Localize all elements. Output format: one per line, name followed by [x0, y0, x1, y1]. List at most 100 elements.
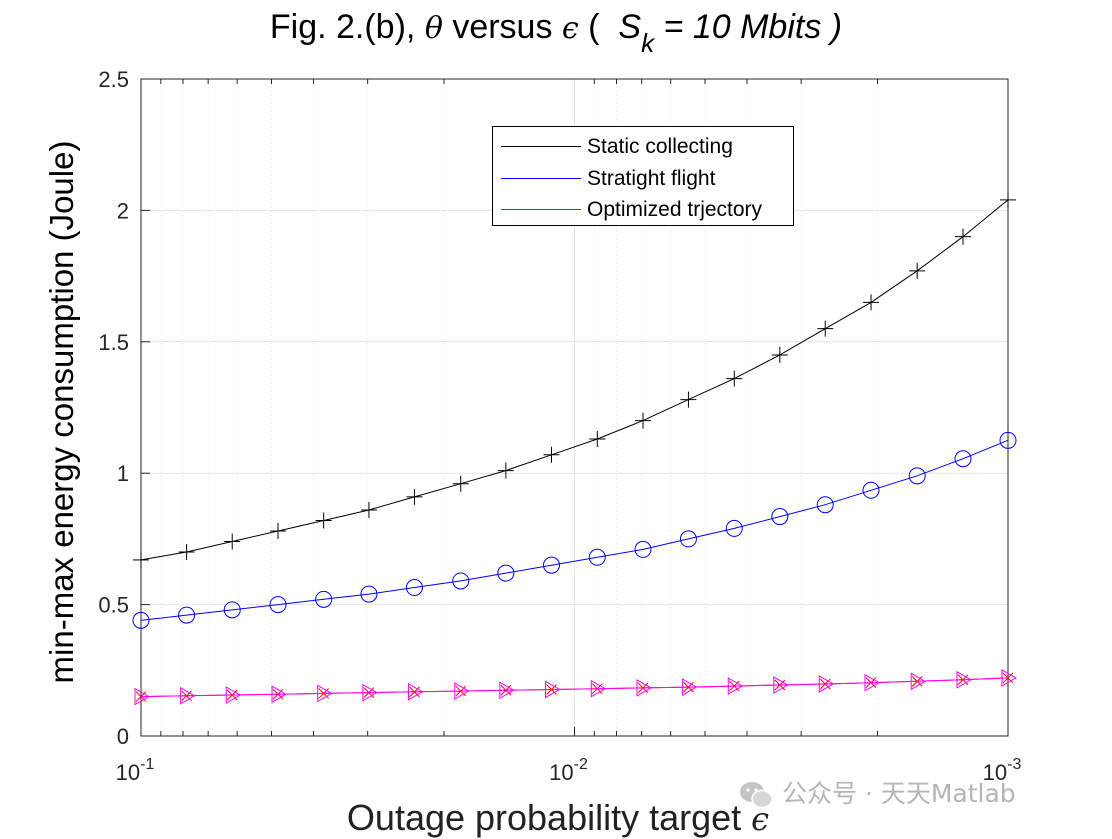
data-point-plus	[817, 320, 834, 337]
data-point-circle	[497, 564, 515, 582]
x-tick-label: 10-1	[116, 756, 155, 785]
data-point-circle	[178, 606, 196, 624]
data-point-triangle	[544, 680, 561, 699]
data-point-circle	[908, 467, 926, 485]
title-versus: versus	[442, 8, 562, 46]
wechat-icon	[740, 782, 773, 809]
data-point-circle	[816, 496, 834, 514]
data-point-plus	[270, 523, 287, 540]
data-point-plus	[543, 446, 560, 463]
data-point-triangle	[681, 678, 698, 696]
data-point-triangle	[636, 679, 653, 697]
data-point-triangle	[407, 682, 424, 701]
data-point-plus	[452, 475, 469, 492]
data-point-plus	[955, 228, 972, 245]
data-point-circle	[725, 519, 743, 537]
series-line	[140, 199, 1009, 561]
data-point-circle	[999, 431, 1017, 449]
legend: Static collecting Stratight flight Optim…	[492, 126, 794, 226]
data-point-plus	[406, 488, 423, 505]
legend-label-straight: Stratight flight	[587, 167, 716, 190]
data-point-plus	[726, 370, 743, 387]
title-rest: = 10 Mbits )	[654, 8, 843, 46]
x-axis-epsilon-symbol: ϵ	[751, 800, 770, 838]
legend-item-straight: Stratight flight	[493, 163, 793, 193]
watermark-text: 公众号 · 天天Matlab	[782, 779, 1016, 808]
x-tick-label: 10-2	[549, 756, 588, 785]
data-point-circle	[452, 572, 470, 590]
data-point-triangle	[1001, 669, 1018, 687]
data-point-triangle	[180, 686, 196, 705]
series	[132, 191, 1018, 706]
x-axis-label-text: Outage probability target	[346, 797, 752, 838]
x-tick-label: 10-3	[983, 756, 1022, 785]
y-tick-label: 2	[117, 198, 129, 223]
y-tick-label: 1	[117, 461, 129, 486]
watermark: 公众号 · 天天Matlab	[738, 774, 1016, 810]
data-point-plus	[224, 533, 241, 550]
data-point-circle	[223, 601, 241, 619]
data-point-triangle	[499, 681, 515, 700]
data-point-triangle	[454, 682, 470, 700]
data-point-plus	[589, 431, 606, 448]
data-point-plus	[133, 551, 149, 568]
data-point-circle	[771, 508, 789, 526]
data-point-circle	[542, 556, 560, 574]
data-point-triangle	[773, 676, 789, 694]
data-point-circle	[679, 530, 697, 548]
data-point-triangle	[317, 684, 333, 703]
legend-label-optimized: Optimized trjectory	[587, 198, 763, 221]
y-tick-label: 1.5	[98, 330, 129, 355]
title-s-symbol: S	[618, 8, 642, 46]
data-point-triangle	[362, 683, 378, 702]
data-point-circle	[634, 540, 652, 558]
series-overlay-triangles	[134, 669, 1018, 706]
data-point-triangle	[818, 675, 835, 693]
data-point-circle	[405, 579, 423, 597]
data-point-triangle	[590, 679, 607, 698]
data-point-triangle	[134, 687, 151, 706]
data-point-plus	[909, 262, 926, 279]
data-point-circle	[588, 548, 606, 566]
legend-label-static: Static collecting	[587, 135, 733, 158]
data-point-plus	[680, 391, 697, 408]
y-tick-label: 2.5	[98, 67, 129, 92]
data-point-plus	[315, 512, 332, 529]
data-point-circle	[862, 481, 880, 499]
title-epsilon-symbol: ϵ	[561, 11, 579, 46]
data-point-triangle	[225, 686, 242, 704]
data-point-plus	[634, 412, 651, 429]
chart-title: Fig. 2.(b), θ versus ϵ ( Sk = 10 Mbits )	[0, 8, 1112, 58]
legend-line-straight	[501, 178, 581, 179]
series-static-collecting	[133, 191, 1016, 568]
title-subscript: k	[641, 27, 655, 58]
y-tick-label: 0	[117, 724, 129, 749]
series-stratight-flight	[132, 431, 1017, 629]
data-point-plus	[360, 501, 377, 518]
data-point-plus	[497, 462, 514, 479]
title-prefix: Fig. 2.(b),	[269, 8, 425, 46]
data-point-triangle	[864, 673, 881, 692]
data-point-triangle	[271, 685, 288, 704]
data-point-plus	[1000, 191, 1016, 208]
data-point-circle	[315, 590, 333, 608]
y-tick-label: 0.5	[98, 593, 129, 618]
data-point-circle	[269, 596, 287, 614]
data-point-circle	[132, 611, 150, 629]
legend-item-static: Static collecting	[493, 131, 793, 161]
title-open-paren: (	[578, 8, 619, 46]
legend-item-optimized: Optimized trjectory	[493, 194, 793, 224]
data-point-plus	[178, 544, 195, 561]
data-point-triangle	[956, 670, 973, 689]
data-point-triangle	[910, 672, 927, 691]
title-theta-symbol: θ	[424, 11, 443, 46]
y-axis-label: min-max energy consumption (Joule)	[43, 140, 80, 684]
data-point-circle	[954, 450, 972, 468]
ticks: 10-1 10-2 10-3 0 0.5 1 1.5 2 2.5	[98, 67, 1021, 785]
data-point-plus	[863, 294, 880, 311]
x-axis-label: Outage probability target ϵ	[347, 797, 769, 839]
data-point-triangle	[727, 677, 744, 695]
data-point-circle	[360, 585, 378, 603]
data-point-plus	[771, 346, 788, 363]
